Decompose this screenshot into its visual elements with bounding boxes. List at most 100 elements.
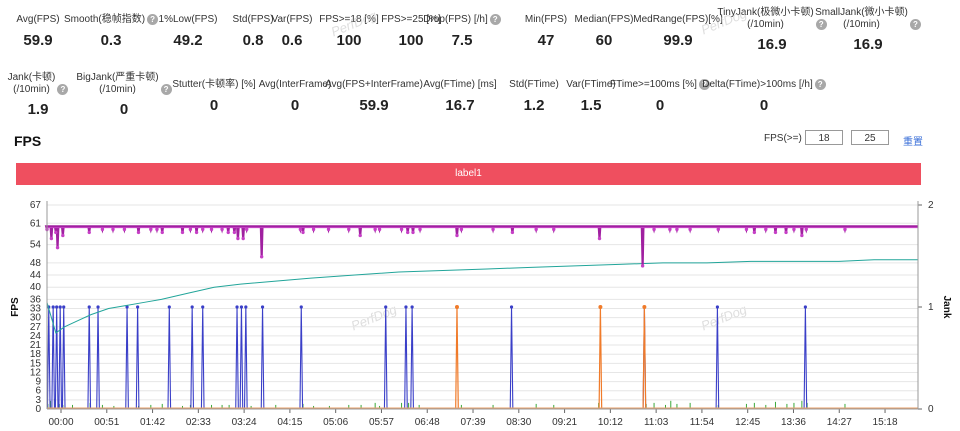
stat-avg-fps-interframe: Avg(FPS+InterFrame) 59.9 xyxy=(299,67,449,114)
fps-point xyxy=(100,227,105,232)
stat-delta-ftime: Delta(FTime)>100ms [/h]? 0 xyxy=(689,67,839,114)
x-tick-label: 11:54 xyxy=(690,417,715,428)
jank-spike xyxy=(404,306,408,410)
stat-value: 0.3 xyxy=(100,32,122,49)
jank-spike xyxy=(299,306,304,410)
y-tick-label: 12 xyxy=(30,367,42,378)
stat-label: Delta(FTime)>100ms [/h] xyxy=(702,79,813,90)
help-icon[interactable]: ? xyxy=(909,19,921,30)
x-tick-label: 12:45 xyxy=(735,417,760,428)
fps-point xyxy=(800,233,804,238)
jank-point xyxy=(51,305,55,309)
x-tick-label: 13:36 xyxy=(781,417,806,428)
stat-avg-ftime: Avg(FTime) [ms] 16.7 xyxy=(385,67,535,114)
section-title: FPS xyxy=(14,133,42,149)
stat-fps-ge-25: FPS>=25 [%] 100 xyxy=(336,2,486,49)
chart-series xyxy=(44,225,918,410)
stat-var-ftime: Var(FTime) 1.5 xyxy=(516,67,666,114)
fps-point xyxy=(236,236,240,241)
fps-point xyxy=(180,230,185,235)
fps-point xyxy=(675,227,679,232)
reset-button[interactable]: 重置 xyxy=(903,137,923,148)
fps-point xyxy=(301,230,305,235)
fps-point xyxy=(136,230,141,235)
help-icon[interactable]: ? xyxy=(698,79,710,90)
x-tick-label: 10:12 xyxy=(598,417,623,428)
stat-low-1pct: 1%Low(FPS) 49.2 xyxy=(113,2,263,49)
jank-point xyxy=(190,305,194,309)
fps-point xyxy=(784,230,788,235)
stat-value: 0 xyxy=(119,101,129,118)
stat-label: Var(FTime) xyxy=(566,79,616,90)
jank-spike xyxy=(58,306,63,410)
fps-point xyxy=(377,227,382,232)
jank-point xyxy=(201,305,205,309)
jank-spike xyxy=(509,306,514,410)
stat-value: 0 xyxy=(759,97,769,114)
fps-point xyxy=(188,227,193,232)
x-tick-label: 07:39 xyxy=(461,417,486,428)
x-tick-label: 04:15 xyxy=(277,417,302,428)
y2-tick-label: 1 xyxy=(928,302,934,313)
x-tick-label: 08:30 xyxy=(506,417,531,428)
stat-value: 16.9 xyxy=(757,36,787,53)
stat-tinyjank: TinyJank(极微小卡顿) (/10min)? 16.9 xyxy=(697,2,847,53)
jank-point xyxy=(55,305,59,309)
help-icon[interactable]: ? xyxy=(489,14,501,25)
fps-point xyxy=(459,227,464,232)
stat-label: Median(FPS) xyxy=(574,14,634,25)
stat-std-fps: Std(FPS) 0.8 xyxy=(178,2,328,49)
fps-point xyxy=(411,230,415,235)
stat-value: 59.9 xyxy=(23,32,53,49)
stat-value: 16.9 xyxy=(853,36,883,53)
label-bar[interactable]: label1 xyxy=(16,163,921,185)
jank-spike xyxy=(235,306,239,410)
y-tick-label: 21 xyxy=(30,340,42,351)
x-tick-label: 15:18 xyxy=(873,417,898,428)
jank-spike xyxy=(200,306,205,410)
jank-spike xyxy=(46,306,51,410)
stat-value: 0 xyxy=(209,97,219,114)
stat-smalljank: SmallJank(微小卡顿) (/10min)? 16.9 xyxy=(793,2,943,53)
stat-value: 49.2 xyxy=(173,32,203,49)
help-icon[interactable]: ? xyxy=(147,14,159,25)
fps-threshold-input-1[interactable]: 18 xyxy=(805,130,843,145)
y2-tick-label: 0 xyxy=(928,404,934,415)
stat-value: 59.9 xyxy=(359,97,389,114)
stat-bigjank: BigJank(严重卡顿) (/10min)? 0 xyxy=(49,67,199,118)
stat-jank: Jank(卡顿) (/10min)? 1.9 xyxy=(0,67,113,118)
help-icon[interactable]: ? xyxy=(160,84,172,95)
stat-value: 0.8 xyxy=(242,32,264,49)
help-icon[interactable]: ? xyxy=(57,84,69,95)
jank-spike xyxy=(243,306,248,410)
jank-spike xyxy=(96,306,100,410)
help-icon[interactable]: ? xyxy=(815,19,827,30)
stat-value: 0 xyxy=(655,97,665,114)
jank-spike xyxy=(190,306,195,410)
stat-label: Var(FPS) xyxy=(271,14,313,25)
fps-point xyxy=(326,227,331,232)
y-tick-label: 36 xyxy=(30,294,42,305)
chart-grid xyxy=(47,204,918,410)
fps-point xyxy=(194,230,199,235)
stat-avg-fps: Avg(FPS) 59.9 xyxy=(0,2,113,49)
x-tick-label: 05:57 xyxy=(369,417,394,428)
help-icon[interactable]: ? xyxy=(814,79,826,90)
jank-point xyxy=(96,305,100,309)
bigjank-point xyxy=(454,305,459,309)
jank-spike xyxy=(410,306,414,410)
stat-medrange-fps: MedRange(FPS)[%] 99.9 xyxy=(603,2,753,49)
stat-label: FPS>=25 [%] xyxy=(381,14,441,25)
fps-point xyxy=(347,227,351,232)
fps-point xyxy=(773,230,778,235)
y-tick-label: 54 xyxy=(30,240,42,251)
jank-point xyxy=(239,305,244,309)
jank-point xyxy=(244,305,248,309)
bigjank-spike xyxy=(642,306,647,410)
fps-point xyxy=(744,227,749,232)
x-tick-label: 06:48 xyxy=(415,417,440,428)
fps-threshold-input-2[interactable]: 25 xyxy=(851,130,889,145)
fps-point xyxy=(406,230,410,235)
stat-label: Avg(FPS) xyxy=(16,14,60,25)
